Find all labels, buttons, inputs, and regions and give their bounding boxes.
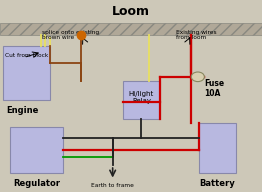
Text: Engine: Engine (7, 106, 39, 115)
Text: Fuse
10A: Fuse 10A (204, 79, 225, 98)
Text: Cut from block: Cut from block (5, 53, 48, 58)
Bar (0, 23, 262, 35)
Text: splice onto existing
brown wire: splice onto existing brown wire (42, 30, 99, 40)
FancyBboxPatch shape (3, 46, 50, 100)
Circle shape (191, 72, 204, 82)
Text: Earth to frame: Earth to frame (91, 183, 134, 188)
Text: Regulator: Regulator (13, 179, 60, 188)
Text: Hi/light
Relay: Hi/light Relay (129, 91, 154, 104)
Text: Battery: Battery (200, 179, 235, 188)
Text: Loom: Loom (112, 5, 150, 18)
FancyBboxPatch shape (199, 123, 236, 173)
FancyBboxPatch shape (10, 127, 63, 173)
FancyBboxPatch shape (123, 81, 160, 119)
Text: Existing wires
from loom: Existing wires from loom (176, 30, 216, 40)
